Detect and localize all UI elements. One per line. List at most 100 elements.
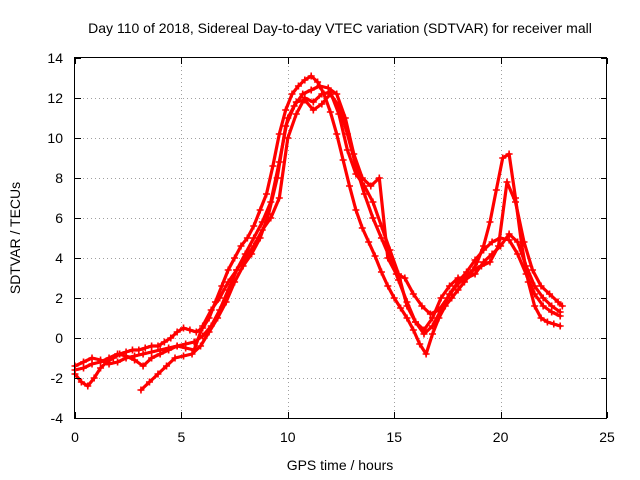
data-point [222, 298, 230, 306]
data-point [250, 222, 258, 230]
y-tick-label: -4 [51, 410, 64, 426]
data-point [418, 302, 426, 310]
data-point [358, 174, 366, 182]
series-line [73, 74, 562, 388]
data-point [290, 102, 298, 110]
y-tick-labels: -4 -2 0 2 4 6 8 10 12 14 [47, 50, 63, 426]
data-point [307, 86, 315, 94]
data-point [114, 350, 122, 358]
y-tick-label: -2 [51, 370, 64, 386]
x-tick-label: 10 [280, 429, 296, 445]
data-point [341, 114, 349, 122]
data-point [122, 352, 130, 360]
y-tick-label: 0 [55, 330, 63, 346]
data-point [471, 270, 479, 278]
data-point [537, 282, 545, 290]
data-point [333, 90, 341, 98]
data-point [148, 354, 156, 362]
data-point [243, 234, 251, 242]
data-point [397, 304, 405, 312]
data-point [214, 314, 222, 322]
plot-frame [74, 57, 607, 419]
data-point [403, 302, 411, 310]
data-point [339, 156, 347, 164]
data-point [301, 76, 309, 84]
data-point [369, 198, 377, 206]
data-point [454, 286, 462, 294]
data-point [239, 262, 247, 270]
data-point [556, 322, 564, 330]
data-point [292, 110, 300, 118]
data-point [443, 294, 451, 302]
series-line [73, 92, 562, 368]
data-point [90, 374, 98, 382]
data-point [316, 82, 324, 90]
data-point [539, 294, 547, 302]
data-point [97, 358, 105, 366]
data-point [494, 242, 502, 250]
data-point [199, 322, 207, 330]
series-layer [71, 72, 566, 394]
data-point [554, 298, 562, 306]
data-point [171, 354, 179, 362]
data-point [192, 328, 200, 336]
data-point [231, 278, 239, 286]
data-point [426, 310, 434, 318]
data-point [114, 358, 122, 366]
data-point [309, 106, 317, 114]
data-point [160, 338, 168, 346]
data-point [156, 350, 164, 358]
data-point [480, 246, 488, 254]
series-track-3 [71, 88, 564, 374]
data-point [384, 254, 392, 262]
y-tick-label: 4 [55, 250, 63, 266]
data-point [422, 350, 430, 358]
series-track-1 [71, 72, 564, 390]
data-point [392, 270, 400, 278]
data-point [537, 314, 545, 322]
data-point [105, 354, 113, 362]
data-point [324, 84, 332, 92]
axis-ticks [75, 58, 608, 419]
data-point [299, 90, 307, 98]
data-point [231, 254, 239, 262]
data-point [273, 174, 281, 182]
data-point [318, 100, 326, 108]
data-point [173, 342, 181, 350]
data-point [352, 170, 360, 178]
data-point [80, 364, 88, 372]
x-tick-label: 5 [178, 429, 186, 445]
data-point [437, 294, 445, 302]
data-point [460, 274, 468, 282]
data-point [511, 198, 519, 206]
data-point [80, 358, 88, 366]
data-point [165, 346, 173, 354]
data-point [416, 340, 424, 348]
data-point [390, 294, 398, 302]
data-point [294, 82, 302, 90]
data-point [105, 360, 113, 368]
data-point [128, 346, 136, 354]
data-point [237, 242, 245, 250]
data-point [546, 290, 554, 298]
data-point [369, 214, 377, 222]
data-point [550, 320, 558, 328]
data-point [88, 354, 96, 362]
data-point [371, 252, 379, 260]
data-point [180, 324, 188, 332]
data-point [197, 342, 205, 350]
data-point [522, 262, 530, 270]
data-point [488, 238, 496, 246]
data-point [139, 362, 147, 370]
data-point [288, 90, 296, 98]
data-point [477, 262, 485, 270]
data-point [446, 282, 454, 290]
data-point [205, 328, 213, 336]
data-point [543, 318, 551, 326]
data-point [514, 238, 522, 246]
data-point [269, 162, 277, 170]
y-tick-label: 8 [55, 170, 63, 186]
data-point [409, 290, 417, 298]
data-point [154, 342, 162, 350]
